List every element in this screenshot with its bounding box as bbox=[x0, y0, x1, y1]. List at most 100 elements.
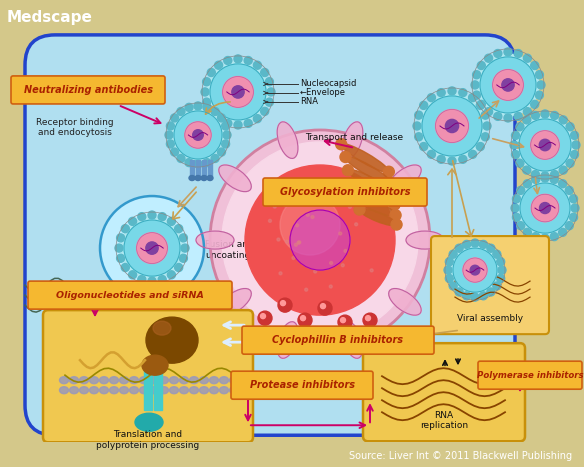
Circle shape bbox=[427, 93, 436, 102]
Ellipse shape bbox=[210, 377, 218, 384]
Circle shape bbox=[569, 213, 578, 221]
Circle shape bbox=[283, 204, 287, 207]
Circle shape bbox=[481, 133, 489, 141]
Circle shape bbox=[234, 121, 242, 129]
FancyBboxPatch shape bbox=[431, 236, 549, 334]
Circle shape bbox=[290, 210, 350, 270]
Circle shape bbox=[277, 238, 280, 241]
Circle shape bbox=[516, 123, 524, 131]
Circle shape bbox=[449, 282, 457, 290]
Circle shape bbox=[520, 183, 570, 233]
Circle shape bbox=[148, 211, 156, 219]
Circle shape bbox=[516, 116, 574, 174]
FancyBboxPatch shape bbox=[263, 178, 427, 206]
Ellipse shape bbox=[146, 317, 198, 363]
Circle shape bbox=[253, 115, 262, 123]
Circle shape bbox=[224, 57, 232, 64]
Circle shape bbox=[468, 93, 477, 102]
Circle shape bbox=[477, 142, 484, 150]
Circle shape bbox=[487, 244, 495, 252]
Ellipse shape bbox=[142, 355, 168, 375]
Ellipse shape bbox=[189, 387, 199, 394]
Circle shape bbox=[565, 186, 573, 194]
Ellipse shape bbox=[201, 176, 207, 181]
Circle shape bbox=[207, 61, 269, 123]
Circle shape bbox=[211, 155, 219, 163]
Circle shape bbox=[493, 250, 501, 258]
Circle shape bbox=[531, 170, 540, 178]
Bar bbox=[196, 160, 200, 176]
Circle shape bbox=[383, 166, 394, 177]
Ellipse shape bbox=[219, 289, 251, 315]
Ellipse shape bbox=[348, 170, 392, 195]
Circle shape bbox=[278, 298, 292, 312]
Circle shape bbox=[286, 340, 290, 346]
Circle shape bbox=[269, 219, 272, 222]
Ellipse shape bbox=[342, 122, 363, 158]
Text: Polymerase inhibitors: Polymerase inhibitors bbox=[477, 371, 583, 380]
Circle shape bbox=[363, 313, 377, 327]
Circle shape bbox=[446, 120, 458, 133]
Circle shape bbox=[502, 79, 514, 91]
Circle shape bbox=[171, 108, 225, 162]
Ellipse shape bbox=[79, 387, 89, 394]
Ellipse shape bbox=[110, 377, 119, 384]
Circle shape bbox=[223, 77, 253, 107]
Circle shape bbox=[463, 258, 487, 282]
Circle shape bbox=[343, 328, 357, 342]
Circle shape bbox=[260, 314, 266, 318]
Circle shape bbox=[244, 120, 252, 127]
Circle shape bbox=[479, 292, 487, 300]
Circle shape bbox=[158, 212, 166, 221]
Circle shape bbox=[210, 64, 266, 120]
Circle shape bbox=[523, 54, 531, 62]
Text: Viral assembly: Viral assembly bbox=[457, 314, 523, 323]
Circle shape bbox=[224, 120, 232, 127]
Circle shape bbox=[342, 165, 353, 176]
Circle shape bbox=[117, 255, 124, 262]
Circle shape bbox=[373, 331, 387, 345]
Circle shape bbox=[504, 114, 512, 122]
Circle shape bbox=[455, 244, 463, 252]
Circle shape bbox=[174, 111, 222, 159]
Circle shape bbox=[477, 62, 485, 70]
Circle shape bbox=[468, 150, 477, 158]
Ellipse shape bbox=[359, 208, 397, 226]
Circle shape bbox=[303, 328, 317, 342]
Ellipse shape bbox=[169, 387, 179, 394]
Circle shape bbox=[194, 102, 202, 110]
Circle shape bbox=[537, 81, 545, 89]
Circle shape bbox=[550, 176, 558, 184]
Circle shape bbox=[168, 217, 175, 226]
Circle shape bbox=[541, 174, 549, 182]
Circle shape bbox=[338, 315, 352, 329]
Circle shape bbox=[221, 122, 230, 130]
Circle shape bbox=[297, 194, 300, 197]
Circle shape bbox=[349, 191, 360, 202]
Ellipse shape bbox=[150, 387, 158, 394]
Circle shape bbox=[531, 176, 540, 184]
Circle shape bbox=[138, 212, 146, 221]
Circle shape bbox=[267, 88, 275, 96]
Circle shape bbox=[305, 288, 308, 291]
Circle shape bbox=[222, 142, 418, 338]
Circle shape bbox=[541, 172, 549, 180]
Text: Oligonucleotides and siRNA: Oligonucleotides and siRNA bbox=[56, 290, 204, 300]
Circle shape bbox=[463, 292, 471, 300]
Circle shape bbox=[175, 225, 183, 233]
Circle shape bbox=[437, 156, 445, 163]
Ellipse shape bbox=[110, 387, 119, 394]
Circle shape bbox=[531, 194, 559, 222]
Circle shape bbox=[203, 78, 211, 86]
Circle shape bbox=[324, 204, 326, 207]
Circle shape bbox=[550, 233, 558, 241]
Circle shape bbox=[494, 50, 502, 57]
Circle shape bbox=[531, 62, 538, 70]
Circle shape bbox=[185, 103, 193, 111]
Circle shape bbox=[559, 116, 567, 124]
Circle shape bbox=[472, 91, 481, 99]
Circle shape bbox=[566, 123, 574, 131]
Circle shape bbox=[137, 233, 168, 263]
Circle shape bbox=[175, 263, 183, 271]
Ellipse shape bbox=[179, 377, 189, 384]
